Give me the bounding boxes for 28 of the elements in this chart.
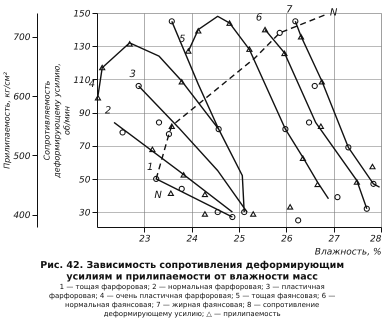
x-tick-label: 24 [186,234,198,244]
y2-axis-title: Прилипаемость, кг/см² [2,71,12,169]
y-tick-label: 30 [79,208,91,219]
x-tick-label: 28 [370,234,382,244]
x-tick-label: 25 [234,234,246,244]
series-label: 7 [286,4,294,16]
series-label: 2 [104,105,112,116]
x-tick-label: 27 [328,234,340,244]
series-label: 1 [146,162,154,173]
series-label: 6 [256,12,262,24]
x-axis-title: Влажность, % [314,248,382,258]
series-label: 3 [129,68,136,80]
y-tick-label: 150 [73,10,91,20]
annotation: N [330,8,338,19]
y2-tick-label: 600 [13,92,31,102]
y-tick-label: 130 [73,42,91,53]
y-tick-label: 90 [79,109,91,120]
annotation: N [154,190,162,201]
y2-tick-label: 400 [13,211,31,222]
text: Рис. 42. Зависимость сопротивления деформирующим усилиям и прилипаемости от влажности масс [40,260,344,282]
y-tick-label: 50 [79,175,91,186]
series-label: 4 [88,78,96,90]
x-tick-label: 23 [139,234,151,244]
y2-tick-label: 700 [13,33,31,44]
y2-tick-label: 500 [13,152,31,162]
y-tick-label: 70 [79,142,91,152]
x-tick-label: 26 [281,234,293,244]
y-axis-title: Сопротивляемость деформирующему усилию, об/мин [42,63,72,179]
